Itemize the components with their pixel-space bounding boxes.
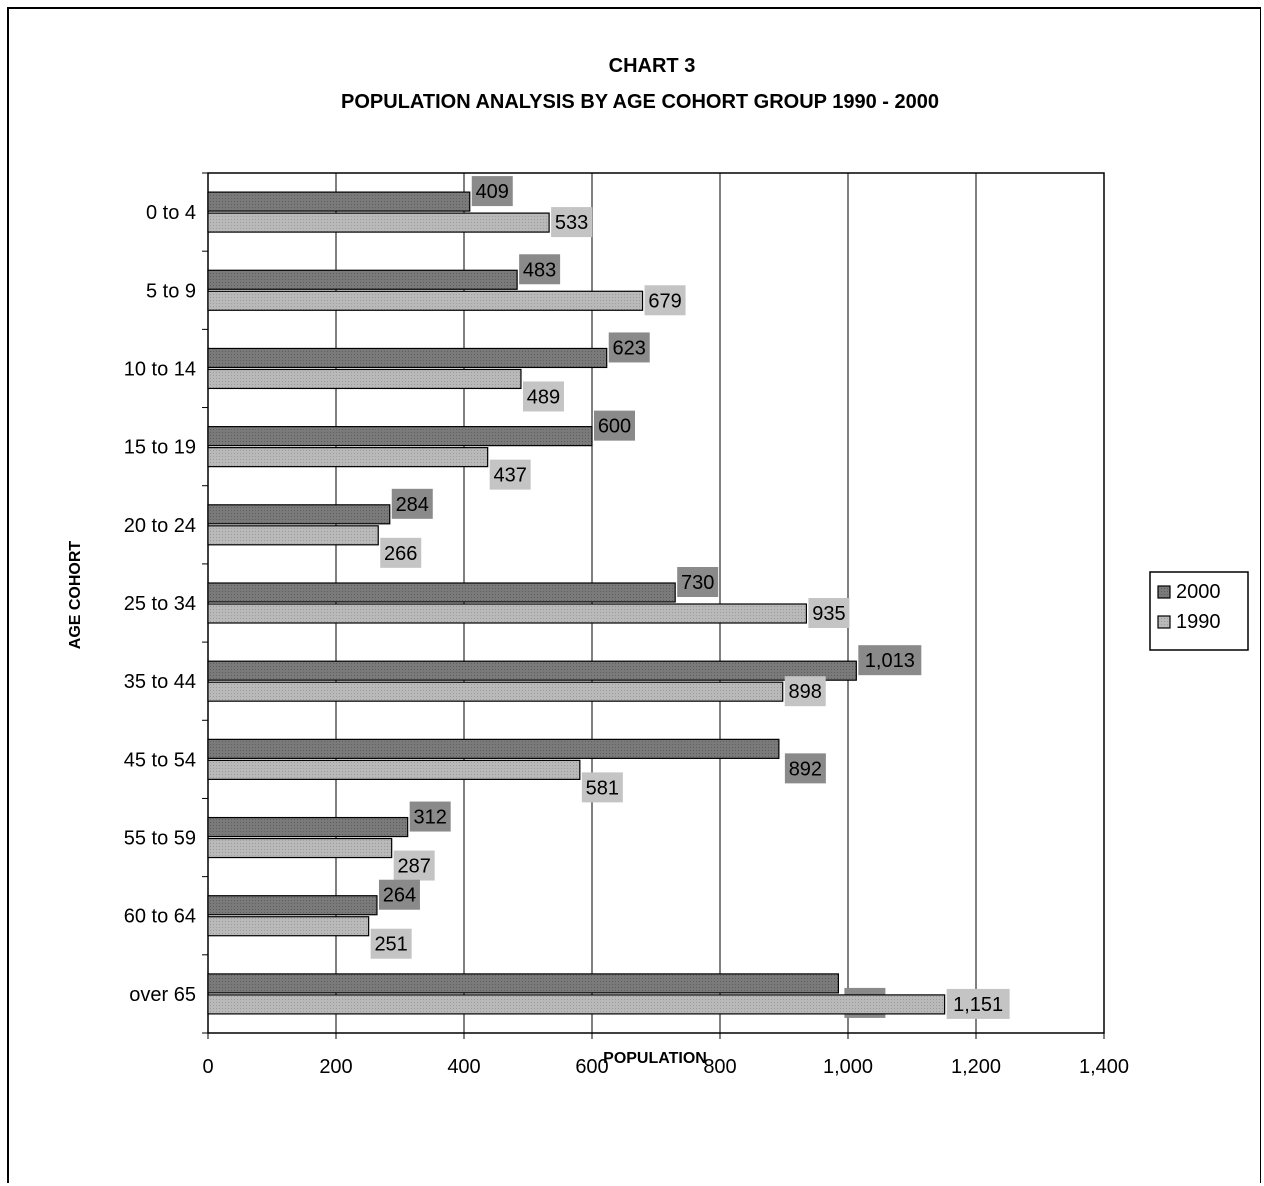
data-label: 489: [527, 386, 560, 408]
y-tick-label: 5 to 9: [146, 280, 196, 302]
data-label: 284: [396, 494, 429, 516]
data-label-bg: [522, 381, 564, 412]
data-label: 437: [493, 465, 526, 487]
plot-border: [207, 172, 1105, 1034]
data-label-bg: [380, 537, 422, 568]
y-tick-label: 35 to 44: [124, 671, 196, 693]
data-label-bg: [644, 285, 686, 316]
data-label: 898: [789, 681, 822, 703]
data-label: 287: [397, 856, 430, 878]
y-tick-label: over 65: [129, 984, 196, 1006]
x-tick-label: 0: [202, 1056, 213, 1078]
bar-1990[interactable]: [207, 681, 784, 702]
data-label-bg: [393, 850, 435, 881]
data-label-bg: [946, 988, 1010, 1019]
y-tick-label: 60 to 64: [124, 906, 196, 928]
bar-2000[interactable]: [207, 426, 593, 447]
bar-1990[interactable]: [207, 290, 644, 311]
data-label-bg: [608, 332, 650, 363]
x-tick-label: 600: [575, 1056, 608, 1078]
x-tick-label: 1,200: [951, 1056, 1001, 1078]
data-label-bg: [784, 753, 826, 784]
y-axis-title: AGE COHORT: [67, 541, 84, 650]
bar-1990[interactable]: [207, 212, 550, 233]
y-tick-label: 45 to 54: [124, 749, 196, 771]
chart-subtitle: POPULATION ANALYSIS BY AGE COHORT GROUP …: [341, 91, 939, 113]
data-label-bg: [808, 598, 850, 628]
x-tick-label: 800: [703, 1056, 736, 1078]
x-tick-label: 1,400: [1079, 1056, 1129, 1078]
data-label-bg: [519, 254, 561, 285]
chart-title: CHART 3: [609, 55, 696, 77]
data-label-bg: [594, 410, 635, 441]
bar-2000[interactable]: [207, 269, 518, 290]
bar-2000[interactable]: [207, 738, 780, 759]
data-label-bg: [551, 207, 593, 238]
data-label-bg: [409, 801, 451, 832]
data-label-bg: [378, 879, 420, 910]
data-label: 935: [812, 603, 845, 625]
x-tick-label: 200: [319, 1056, 352, 1078]
data-label: 483: [523, 259, 556, 281]
bar-2000[interactable]: [207, 895, 378, 916]
bar-2000[interactable]: [207, 347, 608, 369]
y-tick-label: 20 to 24: [124, 515, 196, 537]
legend-swatch: [1157, 615, 1171, 629]
data-label: 730: [681, 572, 714, 594]
legend-swatch: [1157, 585, 1171, 599]
chart-frame: [7, 7, 1261, 1183]
data-label: 266: [384, 543, 417, 565]
data-label: 1,151: [953, 994, 1003, 1016]
data-label: 312: [413, 807, 446, 829]
data-label-bg: [677, 567, 719, 597]
legend: 2000 1990: [1149, 571, 1249, 651]
bar-2000[interactable]: [207, 191, 471, 212]
data-label-bg: [858, 645, 922, 676]
data-label-bg: [471, 176, 513, 207]
plot-area: 0 200 400 600 800 1,000 1,200 1,400 0 to 4 409 533…: [124, 172, 1129, 1078]
legend-label: 1990: [1176, 611, 1221, 633]
legend-label: 2000: [1176, 581, 1221, 603]
legend-box: [1149, 571, 1249, 651]
x-axis-title: POPULATION: [603, 1050, 707, 1067]
data-label-bg: [489, 459, 531, 490]
bar-2000[interactable]: [207, 816, 409, 838]
bar-1990[interactable]: [207, 994, 946, 1015]
data-label: 1,013: [865, 650, 915, 672]
data-label: 600: [598, 416, 631, 438]
bar-1990[interactable]: [207, 525, 379, 546]
data-label: 251: [374, 934, 407, 956]
data-label: 623: [613, 337, 646, 359]
bar-1990[interactable]: [207, 368, 522, 390]
bar-1990[interactable]: [207, 837, 393, 859]
data-label: 409: [476, 181, 509, 203]
data-label: 533: [555, 212, 588, 234]
data-label: 892: [789, 758, 822, 780]
bar-1990[interactable]: [207, 759, 581, 780]
bar-1990[interactable]: [207, 447, 489, 468]
y-tick-label: 15 to 19: [124, 437, 196, 459]
data-label: 679: [648, 290, 681, 312]
x-tick-label: 1,000: [823, 1056, 873, 1078]
data-label-bg: [581, 772, 623, 803]
data-label-bg: [391, 488, 433, 519]
bar-2000[interactable]: [207, 582, 676, 603]
data-label-bg: [784, 676, 826, 707]
bar-1990[interactable]: [207, 916, 370, 937]
y-tick-label: 25 to 34: [124, 593, 196, 615]
bar-1990[interactable]: [207, 603, 808, 624]
y-tick-label: 0 to 4: [146, 202, 196, 224]
bar-2000[interactable]: [207, 504, 391, 525]
data-label: 581: [586, 777, 619, 799]
y-tick-label: 55 to 59: [124, 828, 196, 850]
x-tick-label: 400: [447, 1056, 480, 1078]
data-label-bg: [370, 928, 412, 959]
bar-2000[interactable]: [207, 660, 857, 681]
y-tick-label: 10 to 14: [124, 358, 196, 380]
data-label: 264: [383, 885, 416, 907]
bar-2000[interactable]: [207, 973, 840, 994]
